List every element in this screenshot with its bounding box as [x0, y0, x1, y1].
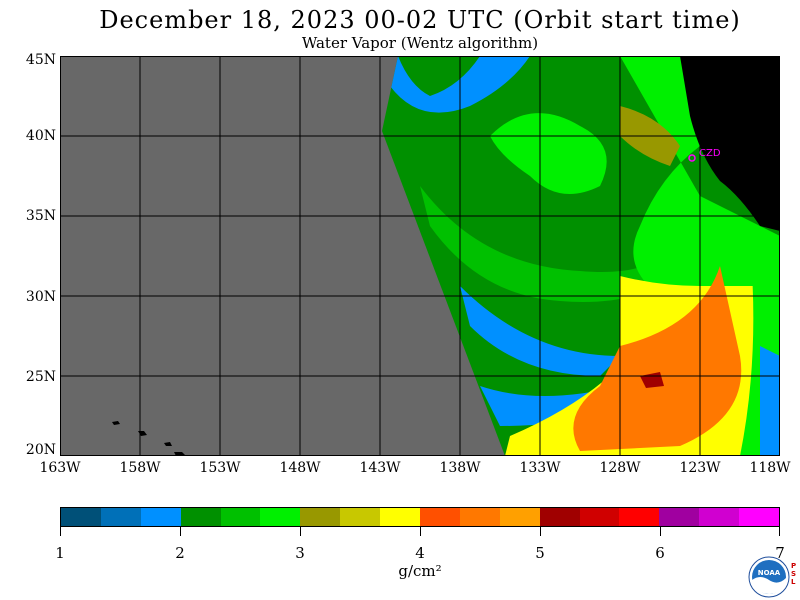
psl-logo-text: P S L — [791, 562, 797, 586]
lon-label: 138W — [439, 460, 481, 476]
map-subtitle: Water Vapor (Wentz algorithm) — [301, 34, 539, 52]
colorbar-swatch — [459, 508, 500, 526]
colorbar-swatch — [699, 508, 740, 526]
colorbar-swatch — [579, 508, 620, 526]
colorbar-swatch — [140, 508, 181, 526]
colorbar-tick — [660, 527, 661, 536]
colorbar-swatch — [539, 508, 580, 526]
colorbar-tick — [300, 527, 301, 536]
colorbar-tick-label: 4 — [415, 544, 425, 562]
colorbar-swatch — [380, 508, 421, 526]
lon-label: 133W — [519, 460, 561, 476]
water-vapor-map: CZD — [60, 56, 780, 456]
colorbar-tick-label: 1 — [55, 544, 65, 562]
colorbar-tick-label: 5 — [535, 544, 545, 562]
lon-label: 128W — [599, 460, 641, 476]
colorbar-swatch — [619, 508, 660, 526]
lat-label: 30N — [25, 289, 56, 305]
colorbar-swatch — [499, 508, 540, 526]
colorbar-swatch — [61, 508, 101, 526]
colorbar-swatch — [420, 508, 460, 526]
lon-label: 148W — [279, 460, 321, 476]
lat-label: 20N — [25, 442, 56, 458]
grid-lines — [60, 56, 780, 456]
hawaii-island — [164, 442, 172, 446]
lon-label: 153W — [199, 460, 241, 476]
colorbar-swatch — [340, 508, 381, 526]
hawaii-island — [112, 421, 120, 425]
colorbar-tick-label: 3 — [295, 544, 305, 562]
colorbar — [60, 507, 780, 527]
colorbar-tick — [779, 527, 780, 536]
colorbar-swatch — [739, 508, 780, 526]
colorbar-swatch — [260, 508, 301, 526]
colorbar-tick — [60, 527, 61, 536]
lat-label: 40N — [25, 128, 56, 144]
colorbar-swatch — [300, 508, 341, 526]
noaa-logo-text: NOAA — [758, 569, 781, 577]
colorbar-swatch — [180, 508, 221, 526]
colorbar-tick-label: 6 — [655, 544, 665, 562]
lat-label: 35N — [25, 208, 56, 224]
lon-label: 143W — [359, 460, 401, 476]
lon-label: 158W — [119, 460, 161, 476]
colorbar-swatch — [220, 508, 261, 526]
colorbar-swatch — [100, 508, 141, 526]
colorbar-tick-label: 7 — [775, 544, 785, 562]
lat-label: 45N — [25, 52, 56, 68]
colorbar-swatch — [659, 508, 700, 526]
station-marker — [688, 154, 696, 162]
lon-label: 118W — [749, 460, 791, 476]
colorbar-tick-label: 2 — [175, 544, 185, 562]
lon-label: 123W — [679, 460, 721, 476]
noaa-logo-icon: NOAA — [748, 556, 790, 598]
colorbar-tick — [180, 527, 181, 536]
colorbar-tick — [420, 527, 421, 536]
colorbar-units: g/cm² — [398, 562, 442, 580]
colorbar-ticks — [0, 527, 800, 537]
map-title: December 18, 2023 00-02 UTC (Orbit start… — [99, 6, 741, 34]
station-label: CZD — [699, 148, 721, 159]
land-mass — [680, 56, 780, 231]
colorbar-tick — [540, 527, 541, 536]
lon-label: 163W — [39, 460, 81, 476]
lat-label: 25N — [25, 369, 56, 385]
